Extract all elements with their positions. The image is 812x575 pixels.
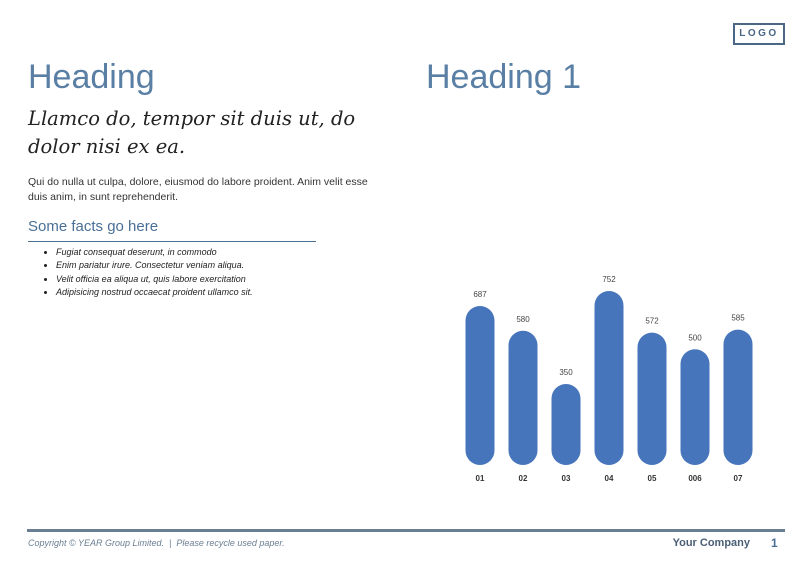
company-name: Your Company: [672, 537, 750, 549]
data-label: 752: [602, 275, 616, 284]
subheading: Llamco do, tempor sit duis ut, do dolor …: [28, 107, 356, 158]
right-heading: Heading 1: [426, 58, 582, 96]
left-heading: Heading: [28, 58, 155, 96]
bar: [680, 349, 710, 465]
data-label: 580: [516, 315, 530, 324]
bar-chart: 687 01 580 02 350 03 752 04 572 05 500 006 585 07: [465, 275, 753, 483]
facts-divider: [28, 241, 316, 242]
category-label: 07: [734, 474, 743, 483]
category-label: 006: [688, 474, 702, 483]
fact-item: Fugiat consequat deserunt, in commodo: [56, 246, 253, 259]
data-label: 500: [688, 333, 702, 342]
fact-item: Enim pariatur irure. Consectetur veniam …: [56, 259, 253, 272]
paragraph: Qui do nulla ut culpa, dolore, eiusmod d…: [28, 176, 368, 203]
bar: [508, 330, 538, 465]
bar: [594, 291, 624, 465]
data-label: 585: [731, 314, 745, 323]
copyright: Copyright © YEAR Group Limited. | Please…: [28, 538, 285, 548]
bar: [551, 384, 581, 465]
category-label: 02: [519, 474, 528, 483]
page-number: 1: [771, 536, 778, 550]
bar: [465, 306, 495, 465]
footer-rule: [27, 529, 785, 532]
data-label: 350: [559, 368, 573, 377]
data-label: 687: [473, 290, 487, 299]
category-label: 03: [562, 474, 571, 483]
category-label: 04: [605, 474, 614, 483]
data-label: 572: [645, 317, 659, 326]
category-label: 01: [476, 474, 485, 483]
bar: [637, 332, 667, 465]
bar: [723, 329, 753, 465]
facts-title: Some facts go here: [28, 218, 159, 235]
facts-list: Fugiat consequat deserunt, in commodo En…: [28, 246, 253, 299]
fact-item: Adipisicing nostrud occaecat proident ul…: [56, 286, 253, 299]
logo: LOGO: [733, 23, 785, 45]
category-label: 05: [648, 474, 657, 483]
fact-item: Velit officia ea aliqua ut, quis labore …: [56, 273, 253, 286]
